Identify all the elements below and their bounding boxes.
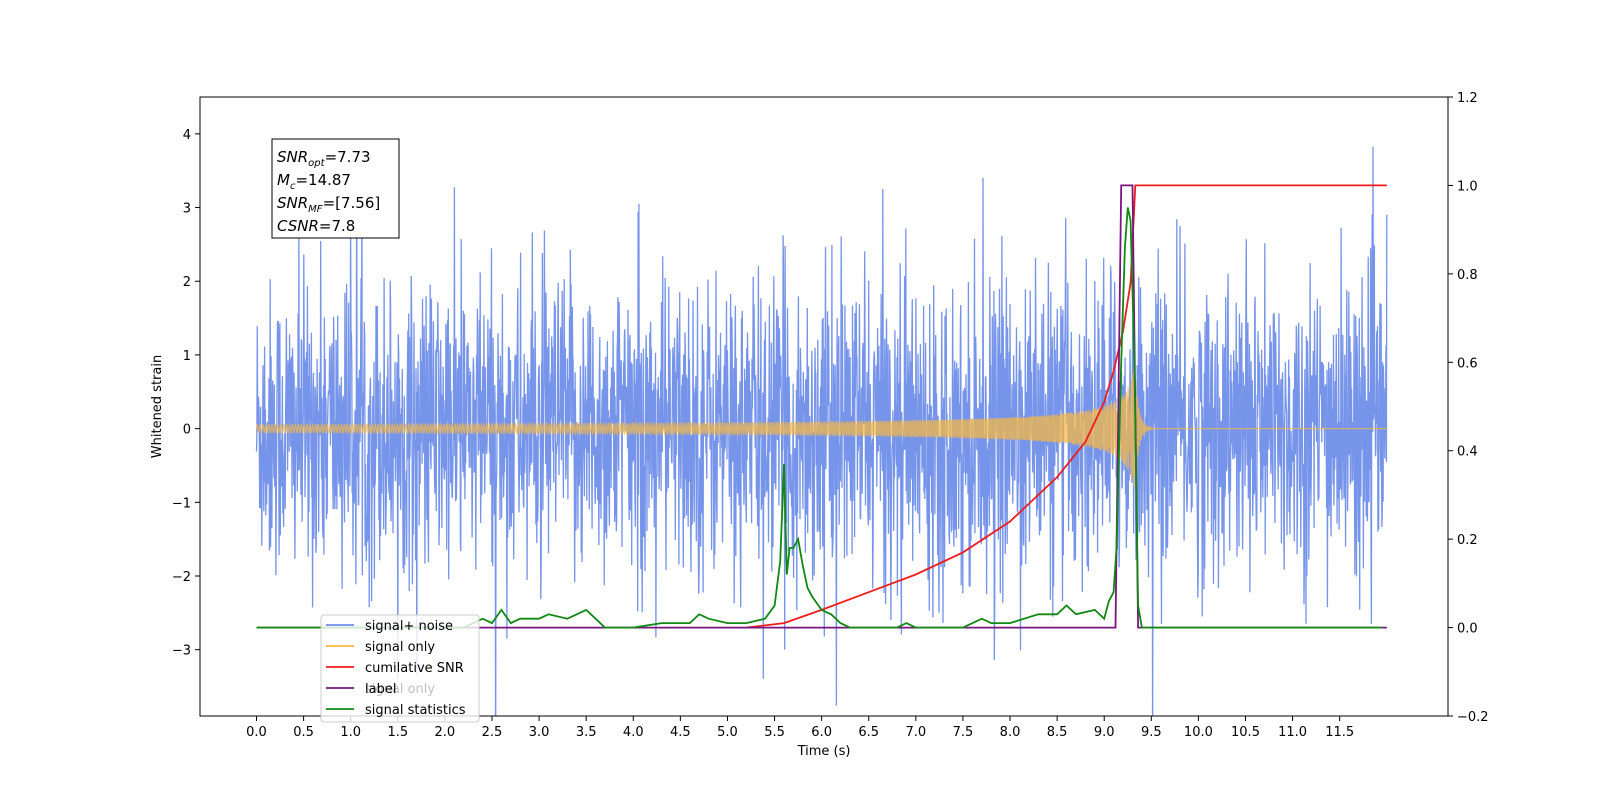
x-tick-label: 4.5 (670, 725, 691, 740)
annotation-line: SNRMF=[7.56] (277, 194, 380, 215)
legend-entry: cumilative SNR (365, 661, 464, 676)
y-axis-label: Whitened strain (150, 355, 165, 458)
x-tick-label: 3.5 (576, 725, 597, 740)
x-tick-label: 1.0 (340, 725, 361, 740)
y2-tick-label: 0.2 (1457, 533, 1478, 548)
x-tick-label: 5.0 (717, 725, 738, 740)
x-tick-label: 2.0 (435, 725, 456, 740)
legend-entry: signal only (365, 640, 435, 655)
y2-tick-label: 1.2 (1457, 91, 1478, 106)
annotation-line: CSNR=7.8 (277, 217, 355, 235)
x-tick-label: 10.0 (1184, 725, 1213, 740)
x-tick-label: 1.5 (387, 725, 408, 740)
y-tick-label: 1 (183, 349, 191, 364)
y-tick-label: 3 (183, 202, 191, 217)
annotation-line: SNRopt=7.73 (277, 148, 371, 169)
x-tick-label: 9.0 (1094, 725, 1115, 740)
y-tick-label: −3 (172, 644, 191, 659)
legend-entry: label (365, 682, 396, 697)
annotation-frame (271, 138, 400, 239)
legend-entry: signal+ noise (365, 619, 453, 634)
x-tick-label: 7.0 (905, 725, 926, 740)
x-tick-label: 11.5 (1325, 725, 1354, 740)
x-tick-label: 6.0 (811, 725, 832, 740)
x-tick-label: 4.0 (623, 725, 644, 740)
x-tick-label: 0.0 (246, 725, 267, 740)
y-axis-right: −0.2 0.0 0.2 0.4 0.6 0.8 1.0 1.2 (1448, 91, 1489, 725)
plot-frame (199, 96, 1449, 717)
x-tick-label: 11.0 (1278, 725, 1307, 740)
legend-entry: signal statistics (365, 703, 466, 718)
y2-tick-label: −0.2 (1457, 710, 1489, 725)
legend-frame (320, 614, 480, 723)
y2-tick-label: 0.4 (1457, 445, 1478, 460)
y2-tick-label: 0.0 (1457, 622, 1478, 637)
x-axis-label: Time (s) (797, 744, 851, 759)
x-tick-label: 7.5 (953, 725, 974, 740)
series-signal-statistics (256, 207, 1383, 629)
x-axis: 0.0 0.5 1.0 1.5 2.0 2.5 3.0 3.5 4.0 4.5 5.0 5.5 6.0 6… (246, 716, 1354, 740)
y-tick-label: −2 (172, 570, 191, 585)
x-tick-label: 2.5 (482, 725, 503, 740)
x-tick-label: 6.5 (858, 725, 879, 740)
series-layer (255, 146, 1388, 716)
y-tick-label: −1 (172, 496, 191, 511)
y-axis-left: −3 −2 −1 0 1 2 3 4 (172, 128, 200, 659)
y-tick-label: 4 (183, 128, 191, 143)
x-tick-label: 5.5 (764, 725, 785, 740)
y-tick-label: 0 (183, 423, 191, 438)
x-tick-label: 10.5 (1231, 725, 1260, 740)
series-cumilative-snr (746, 184, 1387, 629)
x-tick-label: 8.0 (1000, 725, 1021, 740)
x-tick-label: 3.0 (529, 725, 550, 740)
y2-tick-label: 1.0 (1457, 179, 1478, 194)
annotation-line: Mc=14.87 (277, 171, 351, 192)
x-tick-label: 8.5 (1047, 725, 1068, 740)
y2-tick-label: 0.8 (1457, 268, 1478, 283)
legend: signal+ noise signal only cumilative SNR la… (320, 614, 480, 723)
x-tick-label: 0.5 (293, 725, 314, 740)
legend-ghost-entry: signal only (365, 682, 435, 697)
series-signal-noise (255, 146, 1388, 716)
series-signal-only (255, 364, 1387, 487)
y2-tick-label: 0.6 (1457, 356, 1478, 371)
x-tick-label: 9.5 (1141, 725, 1162, 740)
y-tick-label: 2 (183, 275, 191, 290)
